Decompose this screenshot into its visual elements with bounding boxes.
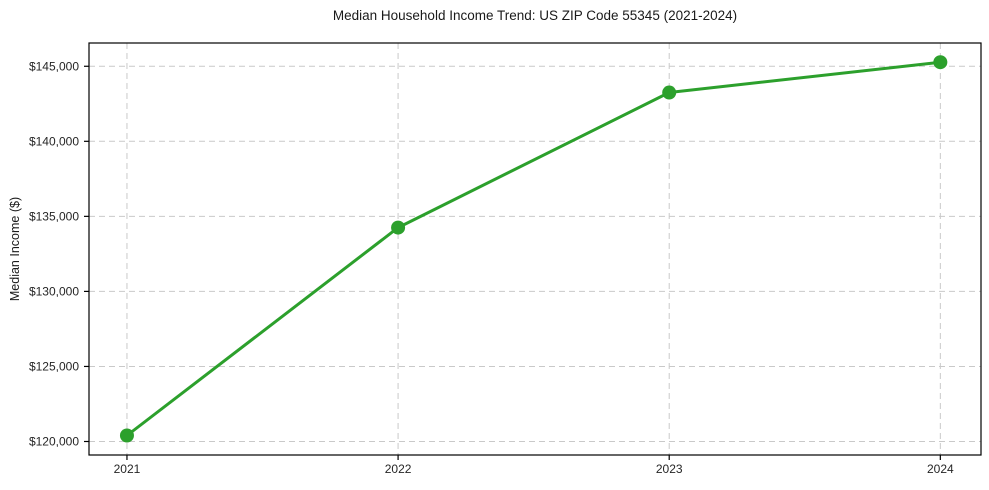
data-point <box>662 85 677 100</box>
chart-title: Median Household Income Trend: US ZIP Co… <box>332 8 738 23</box>
plot-border <box>88 42 982 456</box>
data-point <box>391 220 406 235</box>
x-tick-label: 2023 <box>656 462 683 476</box>
y-tick-label: $125,000 <box>29 360 79 374</box>
x-tick-label: 2024 <box>927 462 954 476</box>
x-tick-label: 2022 <box>385 462 412 476</box>
x-tick-label: 2021 <box>114 462 141 476</box>
trend-line <box>125 60 942 437</box>
data-point <box>119 428 134 443</box>
y-tick-label: $135,000 <box>29 210 79 224</box>
data-point <box>933 55 948 70</box>
y-tick-label: $140,000 <box>29 135 79 149</box>
y-tick-label: $120,000 <box>29 435 79 449</box>
y-tick-label: $130,000 <box>29 285 79 299</box>
y-tick-label: $145,000 <box>29 59 79 73</box>
